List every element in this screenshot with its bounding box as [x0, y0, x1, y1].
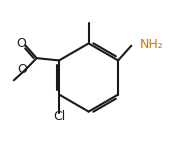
Text: O: O: [17, 63, 27, 76]
Text: NH₂: NH₂: [140, 38, 164, 51]
Text: O: O: [17, 37, 27, 50]
Text: Cl: Cl: [53, 110, 65, 123]
